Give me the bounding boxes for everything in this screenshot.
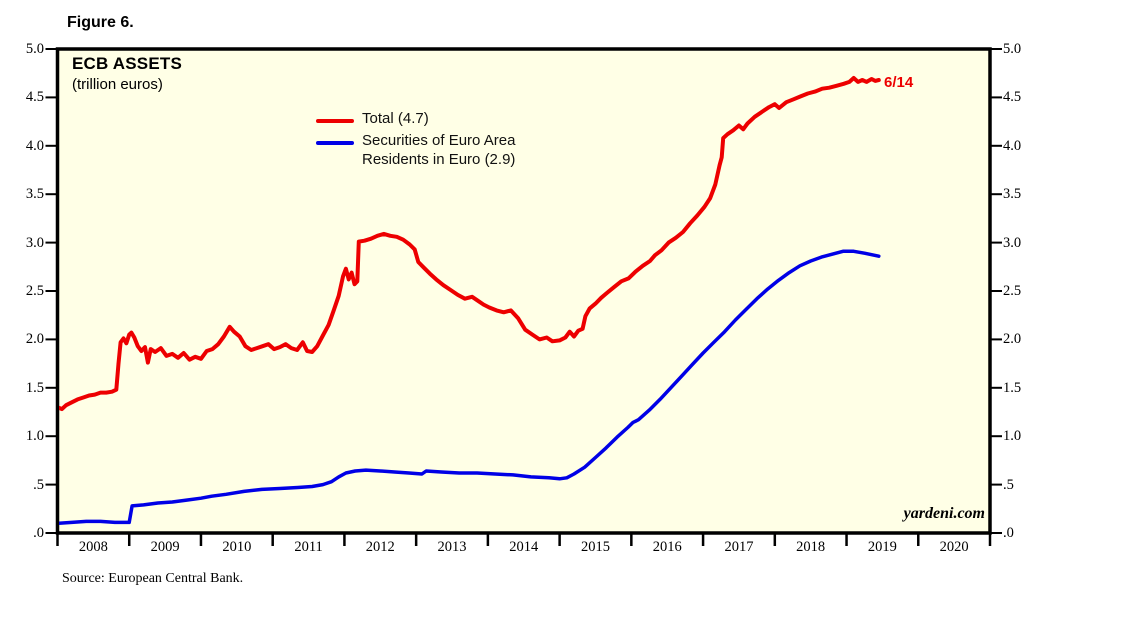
x-axis-year-label: 2013 — [437, 539, 467, 555]
legend-label-securities-line1: Securities of Euro Area — [362, 132, 516, 149]
x-axis-year-label: 2012 — [365, 539, 395, 555]
y-axis-tick-label-right: 2.5 — [1003, 283, 1022, 299]
legend-swatch-securities-icon — [316, 141, 354, 145]
y-axis-tick-label-left: .0 — [33, 525, 44, 541]
y-axis-tick-label-right: 3.5 — [1003, 186, 1022, 203]
y-axis-tick-label-right: 5.0 — [1003, 41, 1022, 57]
y-axis-tick-label-right: .5 — [1003, 476, 1014, 493]
y-axis-tick-label-right: 2.0 — [1003, 331, 1022, 348]
x-axis-year-label: 2018 — [796, 539, 826, 555]
y-axis-tick-label-left: 1.5 — [25, 379, 44, 396]
y-axis-tick-label-left: 5.0 — [25, 41, 44, 57]
chart-title: ECB ASSETS — [72, 54, 183, 73]
y-axis-tick-label-right: 3.0 — [1003, 234, 1022, 251]
y-axis-tick-label-left: 2.5 — [25, 283, 44, 299]
x-axis-year-label: 2015 — [580, 539, 610, 555]
y-axis-tick-label-right: .0 — [1003, 525, 1014, 541]
y-axis-tick-label-left: 2.0 — [25, 331, 44, 348]
x-axis-year-label: 2014 — [509, 539, 539, 555]
legend-label-securities: Securities of Euro Area Residents in Eur… — [362, 132, 515, 169]
series-line-total — [59, 76, 881, 412]
x-axis-year-label: 2010 — [222, 539, 252, 555]
x-axis-year-label: 2016 — [652, 539, 682, 555]
y-axis-tick-label-left: 3.5 — [25, 186, 44, 203]
y-axis-tick-label-right: 1.5 — [1003, 379, 1022, 396]
y-axis-tick-label-left: 1.0 — [25, 428, 44, 445]
figure-number-label: Figure 6. — [67, 14, 134, 31]
source-note: Source: European Central Bank. — [62, 571, 244, 586]
y-axis-tick-label-right: 1.0 — [1003, 428, 1022, 445]
y-axis-tick-label-left: .5 — [33, 476, 44, 493]
x-axis-year-label: 2011 — [294, 539, 323, 555]
plot-frame — [55, 47, 992, 535]
x-axis-year-label: 2017 — [724, 539, 754, 555]
legend-label-securities-line2: Residents in Euro (2.9) — [362, 150, 516, 168]
legend-label-total: Total (4.7) — [362, 110, 429, 127]
y-axis-tick-label-right: 4.0 — [1003, 137, 1022, 154]
series-end-date-label: 6/14 — [884, 74, 914, 91]
y-axis-tick-label-left: 4.0 — [25, 137, 44, 154]
watermark-label: yardeni.com — [903, 505, 985, 522]
x-axis-year-label: 2019 — [867, 539, 897, 555]
series-line-securities — [59, 249, 881, 525]
legend-swatch-total-icon — [316, 119, 354, 123]
x-axis-year-label: 2009 — [150, 539, 180, 555]
y-axis-tick-label-right: 4.5 — [1003, 89, 1022, 106]
x-axis-year-label: 2020 — [939, 539, 969, 555]
x-axis-year-label: 2008 — [78, 539, 108, 555]
y-axis-tick-label-left: 4.5 — [25, 89, 44, 106]
y-axis-tick-label-left: 3.0 — [25, 234, 44, 251]
chart-subtitle: (trillion euros) — [72, 76, 163, 93]
